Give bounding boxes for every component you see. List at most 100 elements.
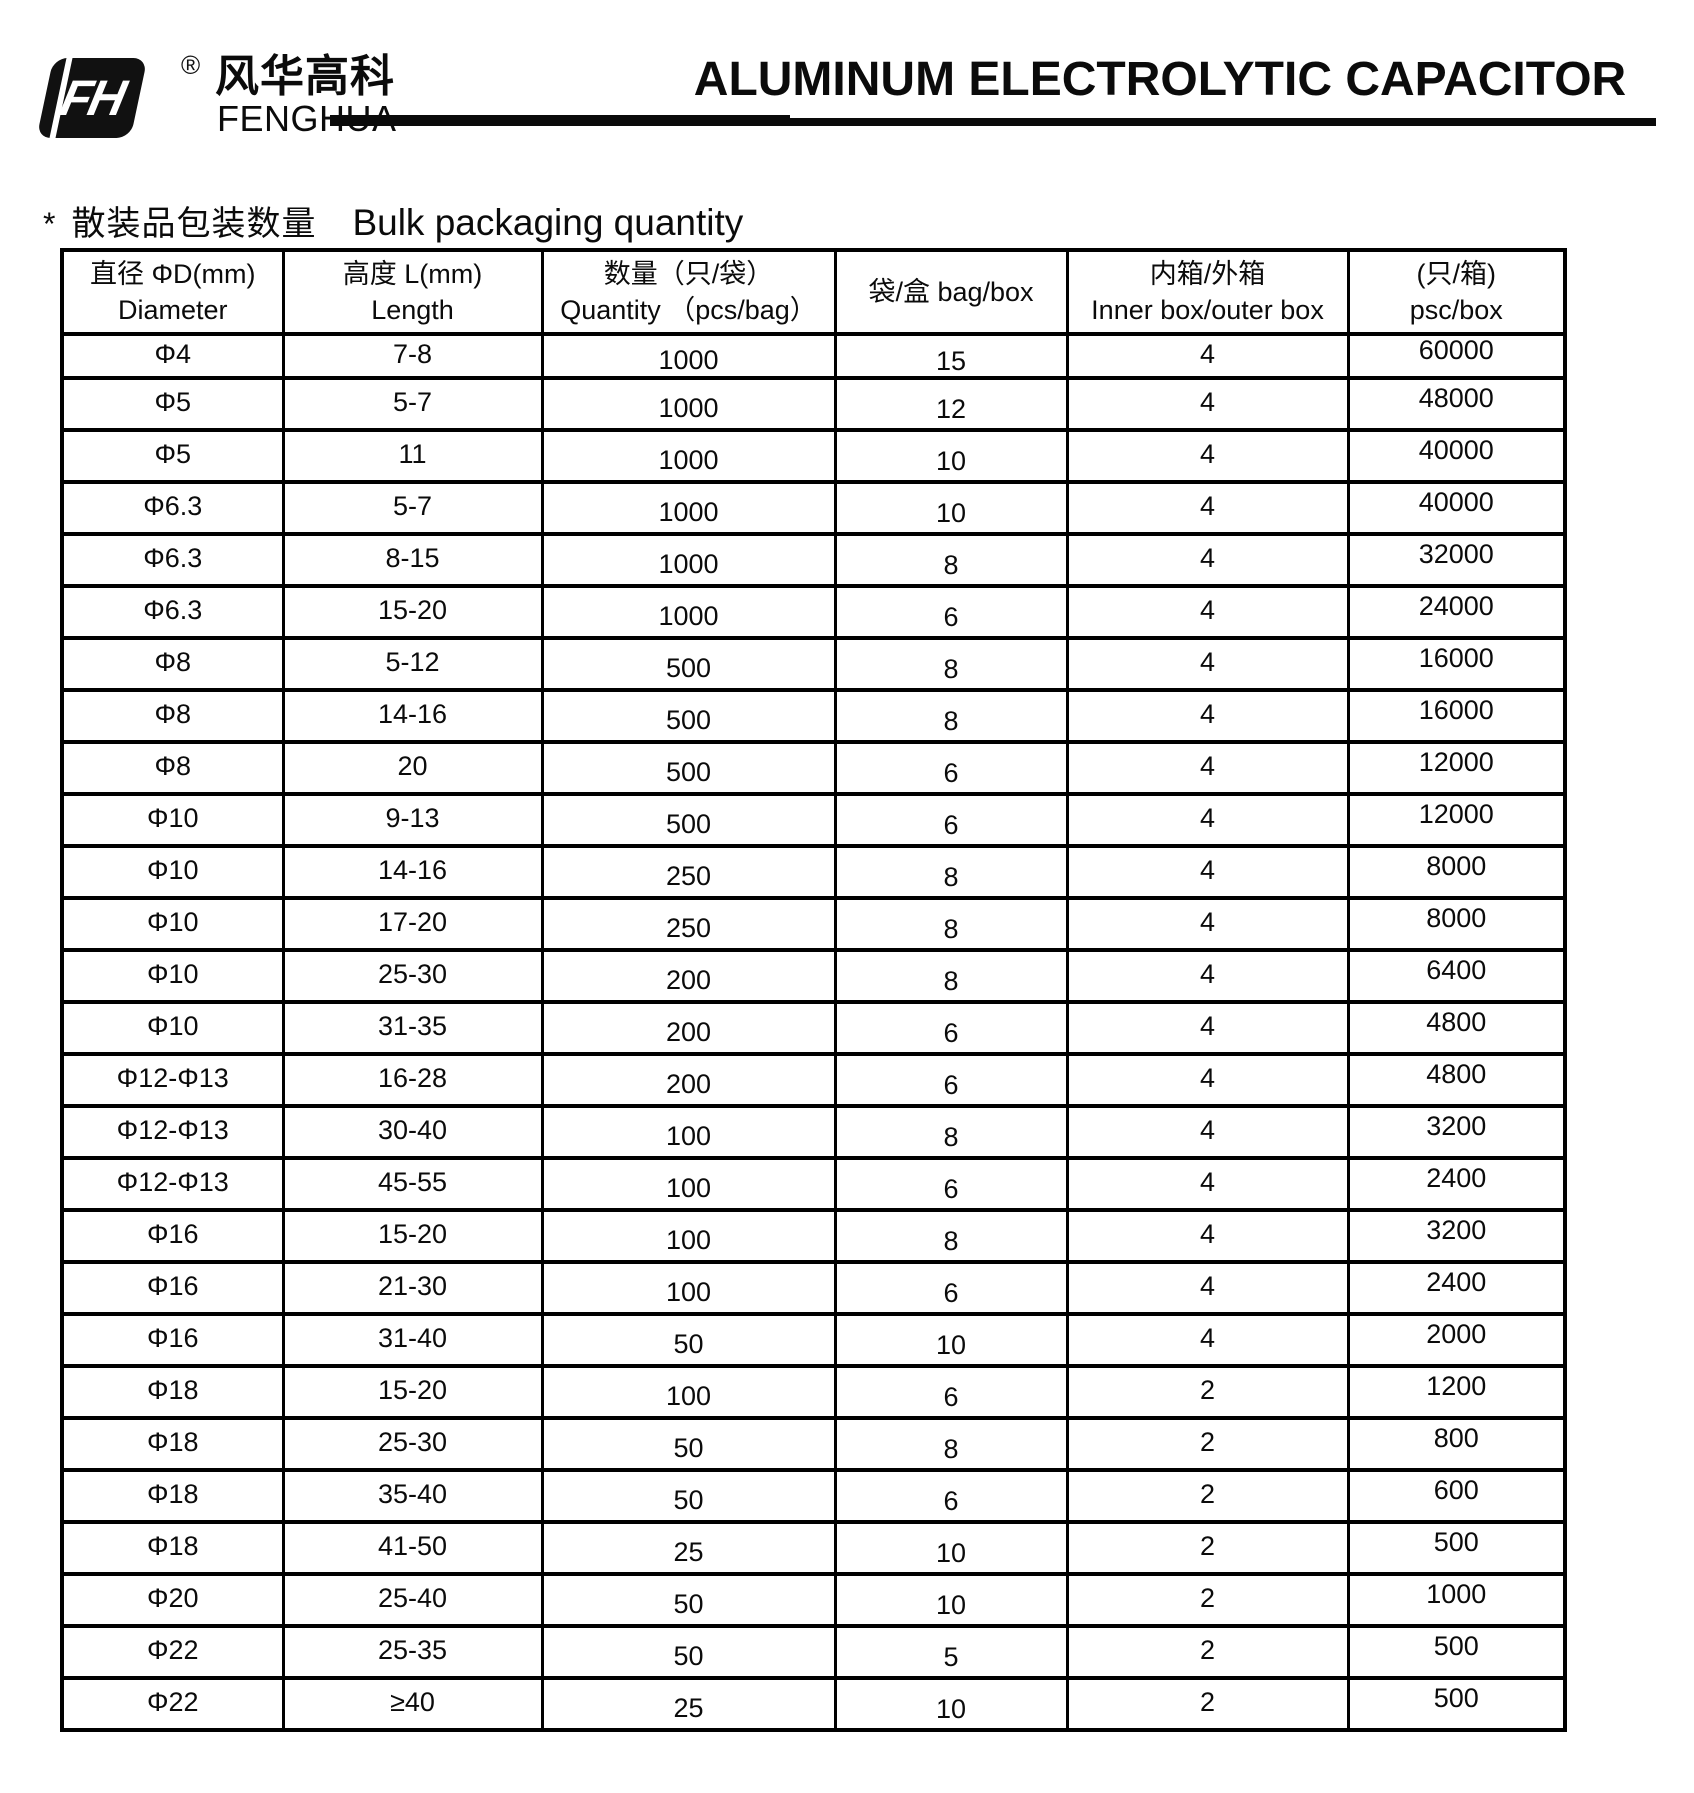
cell-diameter: Φ10 [60,946,285,1002]
cell-diameter: Φ16 [60,1310,285,1366]
cell-diameter: Φ12-Φ13 [60,1154,285,1210]
cell-length: 41-50 [281,1518,544,1574]
cell-diameter: Φ10 [60,894,285,950]
cell-quantity: 1000 [540,432,837,488]
cell-length: 25-30 [281,1414,544,1470]
cell-length: 7-8 [281,330,544,378]
cell-quantity: 50 [540,1472,837,1528]
cell-diameter: Φ5 [60,426,285,482]
cell-inner-outer-box: 2 [1065,1362,1350,1418]
cell-diameter: Φ10 [60,790,285,846]
table-row: Φ22 25-35 50 5 2 500 [60,1618,1567,1685]
cell-inner-outer-box: 4 [1065,1050,1350,1106]
cell-diameter: Φ16 [60,1206,285,1262]
table-row: Φ18 25-30 50 8 2 800 [60,1410,1567,1477]
cell-bag-box: 15 [833,337,1069,385]
cell-quantity: 1000 [540,588,837,644]
cell-diameter: Φ6.3 [60,478,285,534]
brand-name-cn: 风华高科 [215,52,395,101]
header-row: 直径 ΦD(mm) Diameter 高度 L(mm) Length 数量（只/… [60,248,1567,336]
cell-quantity: 500 [540,744,837,800]
section-bullet: * [43,206,56,242]
cell-inner-outer-box: 4 [1065,1154,1350,1210]
cell-length: 15-20 [281,1362,544,1418]
table-row: Φ8 20 500 6 4 12000 [60,734,1567,801]
cell-psc-box: 4800 [1346,994,1567,1050]
table-row: Φ10 14-16 250 8 4 8000 [60,838,1567,905]
cell-diameter: Φ8 [60,634,285,690]
cell-psc-box: 24000 [1346,578,1567,634]
cell-diameter: Φ18 [60,1362,285,1418]
cell-psc-box: 600 [1346,1462,1567,1518]
cell-inner-outer-box: 2 [1065,1674,1350,1730]
col-header-quantity: 数量（只/袋） Quantity （pcs/bag） [540,248,837,336]
col-header-bag-box: 袋/盒 bag/box [833,248,1069,336]
cell-bag-box: 8 [833,641,1069,697]
cell-inner-outer-box: 4 [1065,530,1350,586]
cell-bag-box: 6 [833,1473,1069,1529]
cell-inner-outer-box: 2 [1065,1622,1350,1678]
cell-quantity: 50 [540,1420,837,1476]
table-row: Φ10 31-35 200 6 4 4800 [60,994,1567,1061]
cell-diameter: Φ22 [60,1622,285,1678]
cell-length: 17-20 [281,894,544,950]
table-row: Φ16 21-30 100 6 4 2400 [60,1254,1567,1321]
cell-length: 31-40 [281,1310,544,1366]
cell-diameter: Φ5 [60,374,285,430]
cell-inner-outer-box: 4 [1065,998,1350,1054]
cell-bag-box: 10 [833,1577,1069,1633]
cell-diameter: Φ18 [60,1466,285,1522]
registered-trademark-icon: ® [181,50,201,80]
cell-bag-box: 6 [833,1005,1069,1061]
cell-psc-box: 12000 [1346,734,1567,790]
cell-bag-box: 8 [833,693,1069,749]
cell-quantity: 500 [540,796,837,852]
cell-psc-box: 16000 [1346,682,1567,738]
cell-quantity: 50 [540,1576,837,1632]
cell-bag-box: 10 [833,1525,1069,1581]
cell-bag-box: 6 [833,1369,1069,1425]
cell-quantity: 200 [540,1004,837,1060]
cell-quantity: 100 [540,1160,837,1216]
fenghua-logo: FH ® 风华高科 FENGHUA [35,44,396,144]
cell-length: 25-35 [281,1622,544,1678]
cell-length: 15-20 [281,1206,544,1262]
cell-psc-box: 40000 [1346,422,1567,478]
cell-quantity: 500 [540,640,837,696]
table-row: Φ16 31-40 50 10 4 2000 [60,1306,1567,1373]
cell-quantity: 1000 [540,336,837,384]
cell-psc-box: 8000 [1346,838,1567,894]
cell-length: 8-15 [281,530,544,586]
table-row: Φ4 7-8 1000 15 4 60000 [60,326,1567,385]
table-row: Φ5 5-7 1000 12 4 48000 [60,370,1567,437]
cell-diameter: Φ10 [60,842,285,898]
cell-inner-outer-box: 4 [1065,686,1350,742]
table-row: Φ22 ≥40 25 10 2 500 [60,1670,1567,1737]
table-row: Φ18 35-40 50 6 2 600 [60,1462,1567,1529]
cell-inner-outer-box: 4 [1065,330,1350,378]
cell-diameter: Φ6.3 [60,582,285,638]
cell-diameter: Φ18 [60,1414,285,1470]
cell-bag-box: 5 [833,1629,1069,1685]
cell-psc-box: 40000 [1346,474,1567,530]
cell-bag-box: 6 [833,1265,1069,1321]
cell-quantity: 100 [540,1368,837,1424]
cell-quantity: 25 [540,1524,837,1580]
cell-quantity: 100 [540,1264,837,1320]
cell-psc-box: 3200 [1346,1202,1567,1258]
cell-length: 25-40 [281,1570,544,1626]
cell-bag-box: 10 [833,1681,1069,1737]
cell-length: 5-7 [281,374,544,430]
section-title-cn: 散装品包装数量 [71,205,317,243]
table-row: Φ20 25-40 50 10 2 1000 [60,1566,1567,1633]
table-row: Φ5 11 1000 10 4 40000 [60,422,1567,489]
cell-length: 25-30 [281,946,544,1002]
cell-bag-box: 10 [833,1317,1069,1373]
table-row: Φ10 9-13 500 6 4 12000 [60,786,1567,853]
cell-bag-box: 8 [833,953,1069,1009]
cell-inner-outer-box: 4 [1065,894,1350,950]
cell-quantity: 1000 [540,380,837,436]
cell-length: 9-13 [281,790,544,846]
table-row: Φ6.3 8-15 1000 8 4 32000 [60,526,1567,593]
cell-bag-box: 8 [833,1109,1069,1165]
